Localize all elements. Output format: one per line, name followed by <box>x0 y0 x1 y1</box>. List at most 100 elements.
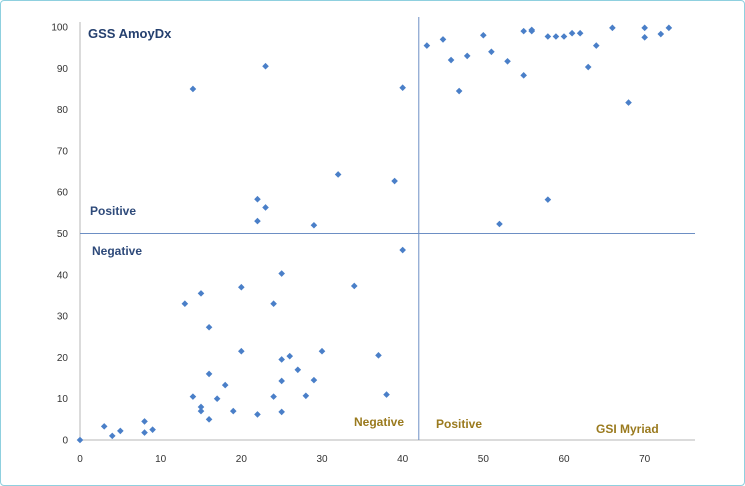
data-point <box>576 29 584 37</box>
data-point <box>455 87 463 95</box>
y-tick-label: 30 <box>57 312 69 323</box>
data-point <box>665 24 673 32</box>
data-point <box>213 395 221 402</box>
data-point <box>528 27 536 35</box>
data-point <box>270 300 277 308</box>
data-point <box>197 403 205 411</box>
data-point <box>609 24 616 32</box>
data-point <box>108 432 116 440</box>
data-point <box>278 377 285 385</box>
data-point <box>254 411 261 418</box>
data-point <box>641 34 648 41</box>
x-tick-label: 20 <box>236 454 248 465</box>
data-point <box>189 393 197 400</box>
data-point <box>189 85 197 93</box>
data-point <box>205 416 213 423</box>
data-point <box>391 177 398 185</box>
data-point <box>117 427 124 435</box>
data-point <box>270 393 277 400</box>
data-point <box>205 323 213 331</box>
data-point <box>286 352 294 360</box>
data-point <box>310 376 318 384</box>
y-axis-title: GSS AmoyDx <box>88 26 172 41</box>
data-point <box>262 204 269 211</box>
data-point <box>197 407 205 415</box>
data-point <box>141 429 148 436</box>
data-point <box>262 62 269 70</box>
y-tick-labels: 0 10 20 30 40 50 60 70 80 90 100 <box>51 23 68 447</box>
data-point <box>375 352 382 359</box>
x-tick-label: 0 <box>77 454 83 465</box>
data-points <box>76 24 673 444</box>
data-point <box>544 196 552 203</box>
y-tick-label: 90 <box>57 64 69 75</box>
data-point <box>278 408 285 416</box>
data-point <box>480 31 487 39</box>
axes <box>79 22 695 441</box>
data-point <box>197 290 205 297</box>
y-positive-label: Positive <box>90 204 136 218</box>
x-negative-label: Negative <box>354 415 404 429</box>
x-tick-labels: 0 10 20 30 40 50 60 70 <box>77 454 650 465</box>
x-tick-label: 70 <box>639 454 651 465</box>
data-point <box>254 217 261 225</box>
data-point <box>657 30 665 38</box>
y-tick-label: 50 <box>57 229 69 240</box>
data-point <box>302 392 310 400</box>
data-point <box>100 423 108 430</box>
data-point <box>149 426 156 433</box>
data-point <box>399 246 406 254</box>
data-point <box>625 99 632 106</box>
y-negative-label: Negative <box>92 244 142 258</box>
data-point <box>423 42 431 49</box>
data-point <box>238 347 245 355</box>
data-point <box>504 57 511 65</box>
data-point <box>439 36 447 43</box>
data-point <box>334 171 342 178</box>
data-point <box>520 27 527 35</box>
data-point <box>488 48 495 56</box>
y-tick-label: 100 <box>51 23 68 34</box>
y-tick-label: 20 <box>57 353 69 364</box>
data-point <box>76 436 84 444</box>
data-point <box>399 84 406 92</box>
data-point <box>238 283 245 291</box>
x-tick-label: 10 <box>155 454 167 465</box>
data-point <box>641 24 648 32</box>
data-point <box>447 56 455 64</box>
y-tick-label: 80 <box>57 105 69 116</box>
y-tick-label: 10 <box>57 394 69 405</box>
data-point <box>181 300 189 308</box>
data-point <box>141 418 148 425</box>
data-point <box>350 282 358 290</box>
data-point <box>278 270 285 277</box>
data-point <box>229 407 237 415</box>
data-point <box>278 356 285 363</box>
data-point <box>318 347 326 355</box>
y-tick-label: 40 <box>57 270 69 281</box>
data-point <box>294 366 302 374</box>
data-point <box>568 29 576 37</box>
x-tick-label: 50 <box>478 454 490 465</box>
data-point <box>254 195 261 203</box>
data-point <box>496 220 503 228</box>
data-point <box>383 391 390 398</box>
data-point <box>520 72 527 79</box>
x-axis-title: GSI Myriad <box>596 422 659 436</box>
data-point <box>592 42 600 49</box>
data-point <box>544 33 552 40</box>
data-point <box>205 370 213 378</box>
x-tick-label: 40 <box>397 454 409 465</box>
data-point <box>552 33 560 40</box>
data-point <box>221 381 229 389</box>
data-point <box>560 33 568 40</box>
x-tick-label: 30 <box>316 454 328 465</box>
y-tick-label: 60 <box>57 188 69 199</box>
x-positive-label: Positive <box>436 417 482 431</box>
y-tick-label: 0 <box>62 436 68 447</box>
data-point <box>463 52 471 60</box>
x-tick-label: 60 <box>558 454 570 465</box>
data-point <box>310 221 318 229</box>
